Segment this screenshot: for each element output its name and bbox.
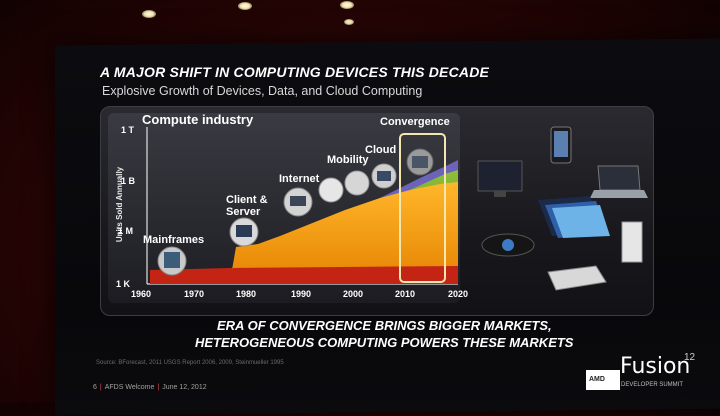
footer-date: June 12, 2012 — [162, 384, 207, 391]
annotation-server: Server — [226, 206, 261, 218]
x-tick-label: 1960 — [131, 289, 152, 299]
x-tick-label: 1970 — [184, 289, 205, 299]
x-tick-label: 2010 — [395, 289, 416, 299]
ceiling-light — [238, 2, 252, 10]
set-top-box-icon — [547, 265, 607, 291]
annotation-client: Client & — [226, 194, 268, 206]
device-collage — [477, 126, 648, 291]
y-tick-label: 1 B — [121, 176, 136, 186]
annotation-internet: Internet — [279, 173, 320, 185]
monitor-icon — [477, 160, 523, 192]
y-tick-label: 1 M — [118, 226, 134, 236]
y-tick-label: 1 T — [121, 125, 135, 135]
x-tick-label: 1990 — [291, 289, 312, 299]
bottom-line-1: ERA OF CONVERGENCE BRINGS BIGGER MARKETS… — [217, 318, 552, 333]
fusion-subtitle: DEVELOPER SUMMIT — [621, 382, 684, 388]
x-tick-label: 2020 — [448, 289, 469, 299]
y-tick-label: 1 K — [116, 279, 131, 289]
x-tick-label: 1980 — [236, 289, 257, 299]
mobility-bubble-2 — [344, 170, 370, 196]
laptop-icon — [290, 196, 306, 206]
mobility-bubble-1 — [318, 177, 344, 203]
ceiling-light — [344, 19, 354, 25]
server-icon — [236, 225, 252, 237]
convergence-highlight-box — [399, 133, 446, 283]
amd-logo-box — [586, 370, 620, 390]
ceiling-light — [340, 1, 354, 9]
mainframe-icon — [164, 252, 180, 268]
laptop-device-icon — [597, 165, 641, 191]
series-orange-area — [232, 182, 458, 270]
tablet-icon — [377, 171, 391, 181]
ceiling-light — [142, 10, 156, 18]
console-icon — [621, 221, 643, 263]
footer-page-number: 6 — [93, 384, 97, 391]
fusion-year-superscript: 12 — [684, 352, 696, 363]
slide-subtitle: Explosive Growth of Devices, Data, and C… — [102, 84, 423, 98]
annotation-mobility: Mobility — [327, 154, 369, 166]
fusion-logo-text: Fusion — [620, 354, 691, 379]
annotation-mainframes: Mainframes — [143, 234, 205, 246]
bottom-line-2: HETEROGENEOUS COMPUTING POWERS THESE MAR… — [195, 335, 574, 350]
compute-industry-chart — [146, 127, 458, 285]
convergence-device-icon — [412, 156, 428, 168]
slide-title: A MAJOR SHIFT IN COMPUTING DEVICES THIS … — [100, 64, 490, 80]
amd-logo-text: AMD — [589, 376, 605, 383]
chart-title: Compute industry — [142, 112, 254, 127]
annotation-cloud: Cloud — [365, 144, 397, 156]
series-red-area — [150, 264, 458, 284]
source-note: Source: BForecast, 2011 USGS Report 2006… — [96, 360, 284, 366]
x-tick-label: 2000 — [343, 289, 364, 299]
annotation-convergence: Convergence — [380, 116, 450, 128]
slide-footer: 6 | AFDS Welcome | June 12, 2012 — [93, 384, 207, 391]
footer-event: AFDS Welcome — [104, 384, 155, 391]
